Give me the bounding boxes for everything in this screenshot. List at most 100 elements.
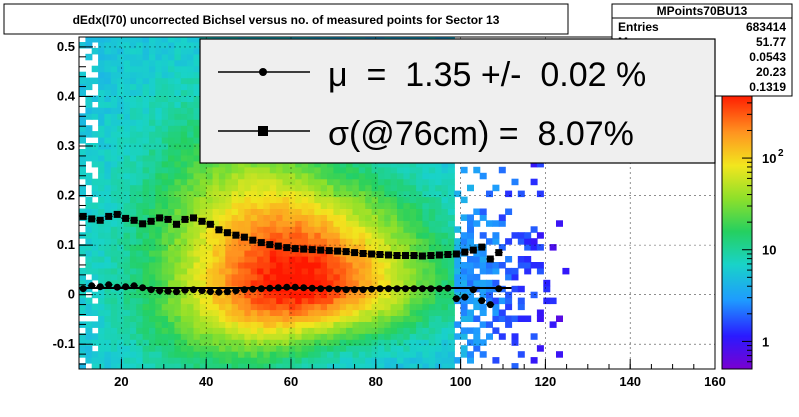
sigma-point bbox=[469, 246, 477, 254]
sigma-point bbox=[325, 247, 333, 255]
mu-point bbox=[300, 284, 308, 292]
sigma-point bbox=[173, 220, 180, 228]
mu-point bbox=[122, 283, 130, 291]
sigma-point bbox=[274, 242, 282, 250]
sigma-point bbox=[359, 250, 367, 257]
mu-point bbox=[351, 286, 359, 294]
mu-point bbox=[274, 284, 282, 292]
mu-point bbox=[206, 288, 214, 296]
sigma-point bbox=[402, 252, 409, 259]
x-tick-label: 60 bbox=[284, 374, 298, 389]
x-tick-label: 140 bbox=[619, 374, 641, 389]
mu-point bbox=[368, 285, 376, 293]
mu-point bbox=[96, 283, 104, 291]
y-tick-label: 0.5 bbox=[57, 39, 75, 54]
mu-point bbox=[359, 286, 367, 294]
legend-sigma-text: σ(@76cm) = 8.07% bbox=[328, 115, 634, 153]
sigma-point bbox=[418, 252, 426, 260]
sigma-point bbox=[79, 212, 87, 220]
sigma-point bbox=[88, 215, 96, 223]
y-tick-label: 0.2 bbox=[57, 188, 75, 203]
sigma-point bbox=[334, 247, 342, 255]
sigma-point bbox=[461, 248, 469, 256]
x-tick-label: 160 bbox=[704, 374, 726, 389]
mu-point bbox=[156, 287, 164, 295]
mu-point bbox=[232, 287, 240, 295]
mu-point bbox=[385, 285, 392, 293]
mu-point bbox=[291, 283, 299, 291]
sigma-point bbox=[486, 255, 494, 263]
stats-row-label: Entries bbox=[618, 20, 659, 34]
sigma-point bbox=[283, 244, 291, 252]
sigma-point bbox=[317, 246, 325, 254]
stats-row-value: 0.0543 bbox=[749, 50, 786, 64]
sigma-point bbox=[291, 245, 299, 253]
sigma-point bbox=[342, 248, 350, 256]
mu-point bbox=[181, 286, 189, 294]
mu-point bbox=[249, 285, 257, 293]
title-box bbox=[3, 3, 569, 35]
sigma-point bbox=[113, 210, 121, 218]
sigma-point bbox=[452, 250, 460, 258]
sigma-point bbox=[147, 217, 155, 225]
sigma-point bbox=[410, 252, 418, 259]
mu-point bbox=[486, 301, 494, 309]
sigma-point bbox=[181, 215, 189, 223]
stats-row-value: 0.1319 bbox=[749, 80, 786, 94]
sigma-point bbox=[240, 233, 248, 241]
sigma-point bbox=[215, 226, 223, 234]
sigma-point bbox=[495, 249, 503, 257]
sigma-point bbox=[393, 252, 401, 259]
stats-name: MPoints70BU13 bbox=[657, 4, 748, 18]
mu-point bbox=[444, 284, 452, 292]
axes: 20 40 60 80 100 120 140 160 -0.1 0 0.1 0.2 0.3 0.4 0.5 bbox=[53, 39, 726, 389]
mu-point bbox=[79, 285, 87, 293]
mu-point bbox=[257, 285, 265, 293]
mu-point bbox=[334, 285, 342, 293]
mu-point bbox=[452, 295, 460, 303]
legend-box bbox=[199, 38, 716, 164]
mu-point bbox=[283, 283, 291, 291]
mu-point bbox=[418, 285, 426, 293]
mu-point bbox=[223, 288, 231, 296]
mu-point bbox=[402, 285, 409, 293]
colorbar-tick-label: 10 bbox=[762, 243, 776, 258]
sigma-point bbox=[249, 236, 257, 244]
stats-row-value: 20.23 bbox=[756, 65, 786, 79]
y-tick-label: 0.1 bbox=[57, 237, 75, 252]
mu-point bbox=[376, 285, 384, 293]
mu-point bbox=[130, 282, 138, 290]
mu-point bbox=[393, 285, 401, 293]
mu-point bbox=[240, 286, 248, 294]
mu-point bbox=[427, 285, 435, 293]
mu-point bbox=[88, 282, 96, 290]
y-tick-label: 0 bbox=[68, 287, 75, 302]
mu-point bbox=[198, 287, 206, 295]
x-tick-label: 100 bbox=[450, 374, 472, 389]
mu-point bbox=[410, 285, 418, 293]
mu-point bbox=[139, 284, 147, 292]
sigma-point bbox=[266, 241, 274, 249]
mu-point bbox=[113, 283, 121, 291]
chart-title: dEdx(I70) uncorrected Bichsel versus no.… bbox=[73, 13, 500, 27]
mu-point bbox=[478, 297, 486, 305]
legend-mu-text: μ = 1.35 +/- 0.02 % bbox=[328, 56, 646, 94]
y-tick-label: 0.4 bbox=[57, 88, 76, 103]
mu-point bbox=[317, 285, 325, 293]
mu-point bbox=[164, 287, 172, 295]
y-tick-label: 0.3 bbox=[57, 138, 75, 153]
colorbar-tick-label: 1 bbox=[762, 334, 769, 349]
mu-point bbox=[308, 284, 316, 292]
mu-point bbox=[461, 293, 469, 301]
sigma-point bbox=[435, 251, 443, 259]
sigma-point bbox=[206, 220, 214, 228]
x-tick-label: 80 bbox=[369, 374, 383, 389]
sigma-point bbox=[444, 251, 452, 258]
sigma-point bbox=[223, 229, 231, 237]
colorbar bbox=[721, 93, 753, 370]
mu-point bbox=[147, 286, 155, 294]
mu-point bbox=[173, 288, 180, 296]
sigma-point bbox=[300, 245, 308, 253]
